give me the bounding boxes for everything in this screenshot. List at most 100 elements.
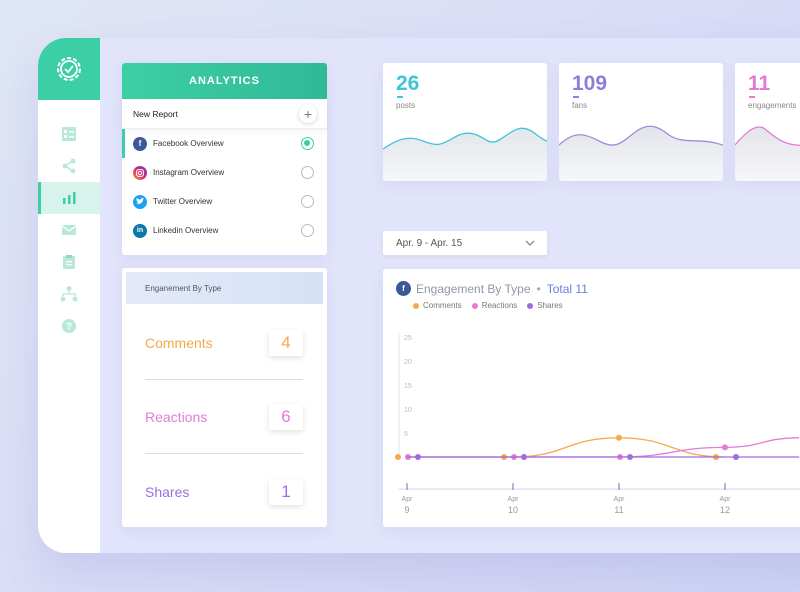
chart-total: Total 11 — [546, 281, 588, 296]
engagement-chart: 5 10 15 20 25 Apr 9 Apr 10 Apr 11 Apr 12 — [395, 333, 800, 515]
date-range-value: Apr. 9 - Apr. 15 — [396, 237, 463, 249]
legend-item-comments[interactable]: Comments — [413, 301, 462, 310]
engagement-type-panel: Enganement By Type Comments 4 Reactions … — [122, 268, 327, 527]
x-tick-label: 12 — [720, 505, 730, 515]
share-icon — [62, 158, 76, 174]
logo[interactable] — [38, 38, 100, 100]
series-line-comments — [407, 437, 726, 458]
checklist-icon — [62, 127, 76, 141]
stat-value: 109 — [572, 72, 608, 95]
bar-chart-icon — [63, 192, 76, 204]
analytics-title: ANALYTICS — [122, 63, 327, 99]
stat-dash — [749, 96, 755, 98]
app-frame: ? ANALYTICS New Report + f Facebook Over… — [38, 38, 800, 553]
linkedin-icon: in — [133, 223, 147, 238]
report-label: Instagram Overview — [153, 168, 225, 177]
x-tick-label: 10 — [508, 505, 518, 515]
facebook-icon: f — [396, 281, 411, 296]
svg-text:?: ? — [66, 322, 72, 333]
date-range-select[interactable]: Apr. 9 - Apr. 15 — [383, 231, 547, 255]
report-label: Twitter Overview — [153, 197, 213, 206]
engagement-value: 4 — [269, 330, 303, 356]
stat-dash — [573, 96, 579, 98]
add-report-button[interactable]: + — [299, 104, 317, 123]
stat-label: fans — [572, 101, 588, 110]
engagement-reactions-row: Reactions 6 — [145, 404, 303, 430]
engagement-chart-panel: 5 10 15 20 25 Apr 9 Apr 10 Apr 11 Apr 12 f Engagemen… — [383, 269, 800, 527]
x-tick-label: Apr — [614, 496, 626, 503]
engagement-value: 6 — [269, 404, 303, 430]
separator-dot: • — [536, 281, 541, 296]
report-radio[interactable] — [301, 137, 314, 150]
nav-item-share[interactable] — [38, 150, 100, 182]
engagement-name: Comments — [145, 335, 213, 351]
data-point-shares — [627, 454, 633, 460]
report-item-facebook[interactable]: f Facebook Overview — [122, 129, 327, 158]
data-point-shares — [415, 454, 421, 460]
y-tick-label: 5 — [404, 431, 408, 438]
report-radio[interactable] — [301, 195, 314, 208]
new-report-label: New Report — [133, 108, 178, 119]
hierarchy-icon — [60, 286, 78, 302]
facebook-icon: f — [133, 136, 147, 151]
chevron-down-icon — [525, 240, 535, 246]
mail-icon — [61, 225, 77, 235]
report-item-instagram[interactable]: Instagram Overview — [122, 158, 327, 187]
posts-sparkline — [383, 127, 547, 181]
analytics-panel: ANALYTICS New Report + f Facebook Overvi… — [122, 63, 327, 255]
engagements-sparkline — [735, 126, 800, 181]
data-point-reactions — [722, 444, 728, 451]
stat-value: 26 — [396, 72, 420, 95]
stat-value: 11 — [748, 72, 771, 95]
data-point-shares — [733, 454, 739, 460]
data-point-comments — [395, 454, 401, 460]
chart-legend: Comments Reactions Shares — [413, 301, 573, 310]
sidebar: ? — [38, 38, 100, 553]
stat-card-posts: 26 posts — [383, 63, 547, 181]
help-icon: ? — [62, 319, 76, 333]
stat-card-engagements: 11 engagements — [735, 63, 800, 181]
x-tick-label: 9 — [404, 505, 409, 515]
instagram-icon — [133, 165, 147, 180]
twitter-icon — [133, 194, 147, 209]
legend-label: Shares — [537, 301, 563, 310]
y-tick-label: 20 — [404, 359, 412, 366]
legend-item-reactions[interactable]: Reactions — [471, 301, 518, 310]
nav-item-checklist[interactable] — [38, 118, 100, 150]
report-label: Linkedin Overview — [153, 226, 219, 235]
stat-card-fans: 109 fans — [559, 63, 723, 181]
engagement-comments-row: Comments 4 — [145, 330, 303, 356]
legend-label: Comments — [423, 301, 462, 310]
report-radio[interactable] — [301, 166, 314, 179]
divider — [145, 453, 303, 454]
series-line-reactions — [407, 437, 800, 458]
legend-item-shares[interactable]: Shares — [527, 301, 563, 310]
report-item-twitter[interactable]: Twitter Overview — [122, 187, 327, 216]
legend-label: Reactions — [481, 301, 518, 310]
new-report-row[interactable]: New Report + — [122, 99, 327, 129]
nav-item-clipboard[interactable] — [38, 246, 100, 278]
report-radio[interactable] — [301, 224, 314, 237]
nav-item-analytics[interactable] — [38, 182, 100, 214]
fans-sparkline — [559, 125, 723, 181]
report-label: Facebook Overview — [153, 139, 224, 148]
x-tick-label: Apr — [508, 496, 520, 503]
divider — [145, 379, 303, 380]
nav-item-help[interactable]: ? — [38, 310, 100, 342]
x-tick-label: Apr — [402, 496, 414, 503]
x-tick-label: 11 — [614, 505, 623, 515]
chart-title: Engagement By Type — [416, 281, 531, 296]
data-point-comments — [616, 434, 622, 441]
stat-label: engagements — [748, 101, 797, 110]
nav-item-hierarchy[interactable] — [38, 278, 100, 310]
report-item-linkedin[interactable]: in Linkedin Overview — [122, 216, 327, 245]
gear-check-icon — [57, 57, 81, 81]
chart-header: f Engagement By Type • Total 11 — [396, 281, 588, 296]
engagement-value: 1 — [269, 479, 303, 505]
stat-dash — [397, 96, 403, 98]
engagement-name: Shares — [145, 484, 190, 500]
engagement-name: Reactions — [145, 409, 208, 425]
nav-item-mail[interactable] — [38, 214, 100, 246]
clipboard-icon — [63, 255, 75, 269]
engagement-shares-row: Shares 1 — [145, 479, 303, 505]
